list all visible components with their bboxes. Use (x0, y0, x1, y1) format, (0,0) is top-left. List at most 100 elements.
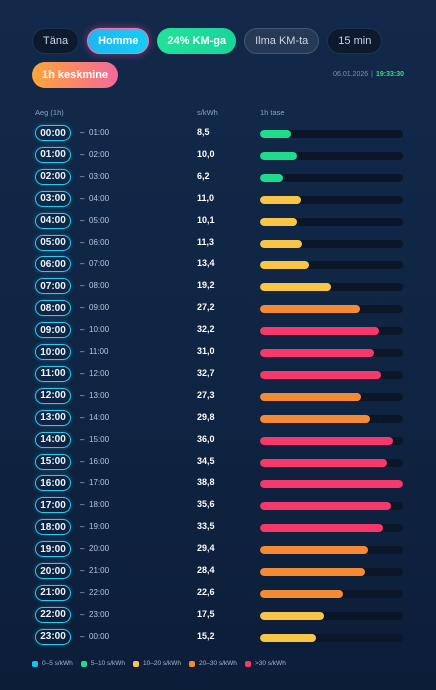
table-row: 14:00–15:00 36,0 (0, 430, 436, 452)
hour-end-label: 14:00 (89, 412, 110, 422)
vat-included-toggle[interactable]: 24% KM-ga (157, 28, 237, 54)
interval-1h-average-button[interactable]: 1h keskmine (32, 62, 119, 88)
hour-end-label: 04:00 (89, 193, 110, 203)
price-level-track (260, 151, 403, 160)
price-value: 10,0 (197, 148, 215, 159)
price-level-track (260, 370, 403, 379)
hour-end-label: 12:00 (89, 368, 110, 378)
price-value: 29,8 (197, 411, 215, 422)
legend-swatch (32, 660, 38, 667)
hour-start-chip[interactable]: 11:00 (35, 365, 71, 382)
hour-start-chip[interactable]: 09:00 (35, 322, 71, 339)
hour-start-chip[interactable]: 22:00 (35, 606, 71, 623)
tab-today[interactable]: Täna (32, 28, 80, 54)
hour-start-chip[interactable]: 21:00 (35, 584, 71, 601)
price-value: 28,4 (197, 565, 215, 575)
hour-start-chip[interactable]: 05:00 (35, 234, 71, 251)
price-level-track (260, 480, 403, 489)
price-level-bar (260, 305, 361, 314)
vat-excluded-toggle[interactable]: Ilma KM-ta (244, 28, 320, 54)
hour-start-chip[interactable]: 10:00 (35, 344, 71, 360)
range-dash: – (80, 171, 85, 181)
hour-start-chip[interactable]: 07:00 (35, 278, 71, 295)
price-level-bar (260, 261, 310, 270)
interval-15min-toggle[interactable]: 15 min (327, 28, 383, 54)
legend-swatch (188, 660, 195, 667)
price-value: 27,3 (197, 389, 215, 400)
price-value: 15,2 (197, 630, 215, 641)
table-row: 16:00–17:00 38,8 (0, 473, 436, 495)
hour-start-chip[interactable]: 19:00 (35, 541, 71, 558)
price-level-track (260, 327, 403, 336)
hour-start-chip[interactable]: 18:00 (35, 519, 71, 536)
range-dash: – (80, 128, 85, 137)
price-value: 38,8 (197, 477, 215, 488)
range-dash: – (80, 215, 85, 225)
price-level-track (260, 305, 403, 314)
hour-end-label: 23:00 (89, 609, 110, 619)
hour-end-label: 21:00 (89, 566, 110, 575)
hour-start-chip[interactable]: 06:00 (35, 256, 71, 273)
price-level-bar (260, 458, 388, 467)
price-level-track (260, 130, 403, 138)
hour-start-chip[interactable]: 16:00 (35, 475, 71, 492)
hour-start-chip[interactable]: 01:00 (35, 146, 71, 163)
table-row: 10:00–11:00 31,0 (0, 342, 436, 364)
hour-end-label: 09:00 (89, 303, 110, 313)
hour-start-chip[interactable]: 15:00 (35, 453, 71, 470)
hour-start-chip[interactable]: 14:00 (35, 431, 71, 448)
table-row: 22:00–23:00 17,5 (0, 605, 436, 627)
table-row: 01:00–02:00 10,0 (0, 145, 436, 167)
table-row: 05:00–06:00 11,3 (0, 233, 436, 255)
range-dash: – (80, 587, 85, 597)
hour-start-chip[interactable]: 08:00 (35, 300, 71, 317)
hour-end-label: 10:00 (89, 325, 110, 335)
hour-start-chip[interactable]: 00:00 (35, 125, 71, 141)
price-level-track (260, 502, 403, 511)
price-level-track (260, 195, 403, 204)
price-level-bar (260, 239, 302, 248)
table-row: 09:00–10:00 32,2 (0, 320, 436, 342)
hour-end-label: 17:00 (89, 478, 110, 488)
price-level-bar (260, 130, 292, 138)
hour-start-chip[interactable]: 03:00 (35, 190, 71, 207)
price-value: 32,2 (197, 324, 215, 335)
legend-label: 20–30 s/kWh (198, 660, 237, 667)
hour-end-label: 01:00 (89, 128, 110, 137)
price-value: 35,6 (197, 499, 215, 510)
table-row: 19:00–20:00 29,4 (0, 539, 436, 561)
update-timestamp: 06.01.2026 | 19:33:30 (333, 71, 404, 78)
hour-end-label: 08:00 (89, 281, 110, 291)
price-level-bar (260, 524, 384, 533)
price-value: 36,0 (197, 433, 215, 444)
hour-start-chip[interactable]: 17:00 (35, 497, 71, 514)
hour-start-chip[interactable]: 02:00 (35, 168, 71, 185)
hour-start-chip[interactable]: 04:00 (35, 212, 71, 229)
legend-label: 0–5 s/kWh (42, 660, 73, 667)
tab-tomorrow[interactable]: Homme (87, 28, 150, 54)
price-value: 11,3 (197, 236, 215, 247)
hour-start-chip[interactable]: 13:00 (35, 409, 71, 426)
hour-start-chip[interactable]: 12:00 (35, 387, 71, 404)
legend-swatch (80, 660, 87, 667)
range-dash: – (80, 566, 85, 575)
range-dash: – (80, 368, 85, 378)
range-dash: – (80, 347, 85, 356)
price-value: 19,2 (197, 280, 215, 291)
range-dash: – (80, 412, 85, 422)
column-header-period: Aeg (1h) (35, 108, 64, 117)
hour-start-chip[interactable]: 23:00 (35, 628, 71, 645)
price-level-track (260, 633, 403, 642)
range-dash: – (80, 237, 85, 247)
range-dash: – (80, 325, 85, 335)
legend-item: 10–20 s/kWh (133, 660, 181, 667)
price-level-track (260, 261, 403, 270)
price-value: 27,2 (197, 302, 215, 313)
price-value: 31,0 (197, 346, 215, 356)
price-level-track (260, 392, 403, 401)
hour-start-chip[interactable]: 20:00 (35, 563, 71, 579)
price-value: 34,5 (197, 455, 215, 466)
legend-label: >30 s/kWh (254, 660, 286, 667)
timestamp-separator: | (371, 71, 373, 78)
table-row: 13:00–14:00 29,8 (0, 408, 436, 430)
